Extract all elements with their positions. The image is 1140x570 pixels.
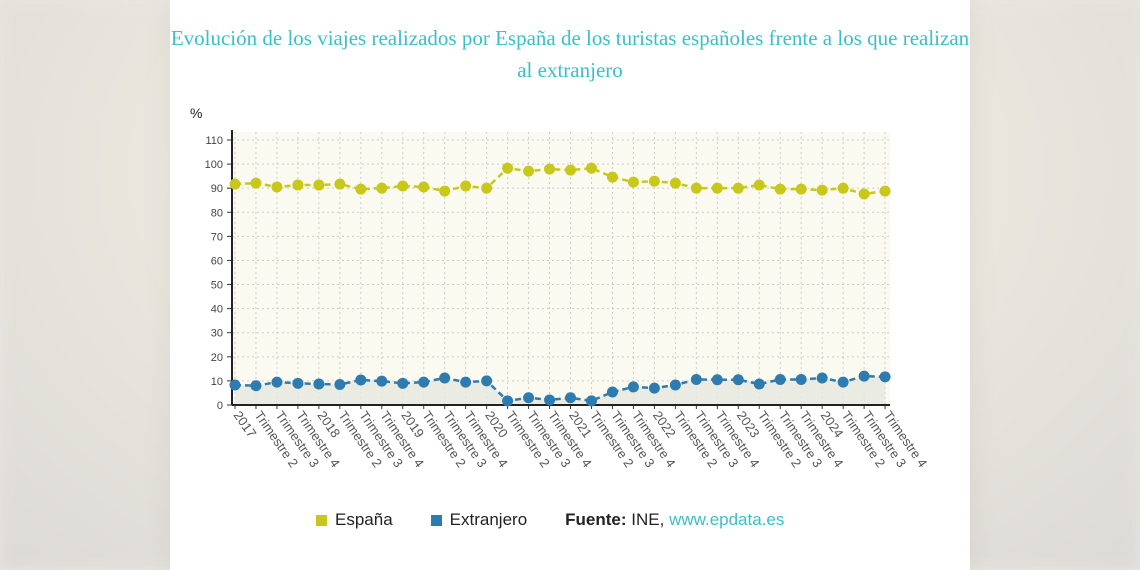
y-axis-label: % [190, 105, 202, 121]
data-point [565, 392, 577, 404]
source-label: Fuente: [565, 510, 627, 529]
data-point [439, 372, 451, 384]
data-point [690, 373, 702, 385]
data-point [355, 374, 367, 386]
data-point [816, 372, 828, 384]
data-point [858, 370, 870, 382]
y-tick-label: 40 [211, 304, 223, 316]
data-point [523, 392, 535, 404]
y-tick-label: 10 [211, 376, 223, 388]
y-tick-label: 100 [205, 159, 223, 171]
data-point [229, 379, 241, 391]
data-point [292, 377, 304, 389]
data-point [648, 175, 660, 187]
plot-area [232, 132, 891, 405]
y-tick-label: 20 [211, 352, 223, 364]
data-point [585, 395, 597, 407]
data-point [774, 373, 786, 385]
data-point [753, 378, 765, 390]
series-line-extranjero [234, 374, 886, 403]
data-point [627, 381, 639, 393]
y-tick-label: 90 [211, 183, 223, 195]
data-point [774, 183, 786, 195]
legend-label: Extranjero [449, 510, 528, 529]
data-point [355, 183, 367, 195]
y-tick-label: 50 [211, 280, 223, 292]
y-tick-label: 110 [205, 135, 223, 147]
data-point [397, 377, 409, 389]
data-point [669, 177, 681, 189]
source-link[interactable]: www.epdata.es [669, 510, 785, 529]
data-point [418, 376, 430, 388]
data-point [376, 375, 388, 387]
x-tick-label: 2017 [231, 408, 260, 440]
data-point [732, 374, 744, 386]
data-point [544, 394, 556, 406]
source-text: INE, [631, 510, 665, 529]
data-point [690, 182, 702, 194]
data-point [334, 178, 346, 190]
legend-label: España [335, 510, 393, 529]
data-point [250, 380, 262, 392]
y-tick-label: 0 [217, 400, 223, 412]
y-tick-label: 70 [211, 231, 223, 243]
data-point [313, 378, 325, 390]
data-point [648, 382, 660, 394]
legend-item-extranjero[interactable]: Extranjero [430, 510, 528, 530]
chart-title: Evolución de los viajes realizados por E… [170, 26, 970, 82]
data-point [837, 182, 849, 194]
data-point [837, 376, 849, 388]
espana-swatch-icon [316, 514, 327, 526]
data-point [816, 184, 828, 196]
data-point [460, 180, 472, 192]
extranjero-swatch-icon [430, 514, 442, 526]
data-point [565, 164, 577, 176]
data-point [334, 379, 346, 391]
source-note: Fuente: INE, www.epdata.es [565, 510, 784, 530]
data-point [669, 379, 681, 391]
data-point [627, 176, 639, 188]
data-point [292, 179, 304, 191]
data-point [606, 171, 618, 183]
series-line-españa [234, 166, 886, 196]
data-point [732, 182, 744, 194]
data-point [376, 182, 388, 194]
data-point [271, 376, 283, 388]
data-point [795, 373, 807, 385]
legend: España Extranjero Fuente: INE, www.epdat… [316, 510, 784, 530]
data-point [397, 180, 409, 192]
data-point [711, 374, 723, 386]
data-point [481, 182, 493, 194]
data-point [879, 185, 891, 197]
data-point [753, 179, 765, 191]
y-tick-label: 60 [211, 255, 223, 267]
data-point [418, 181, 430, 193]
data-point [502, 162, 514, 174]
data-point [481, 375, 493, 387]
data-point [271, 181, 283, 193]
data-point [585, 162, 597, 174]
data-point [313, 179, 325, 191]
y-tick-label: 30 [211, 328, 223, 340]
data-point [544, 163, 556, 175]
data-point [523, 165, 535, 177]
data-point [795, 183, 807, 195]
data-point [711, 182, 723, 194]
data-point [606, 386, 618, 398]
legend-item-espana[interactable]: España [316, 510, 393, 530]
y-tick-label: 80 [211, 207, 223, 219]
data-point [879, 371, 891, 383]
data-point [229, 178, 241, 190]
data-point [502, 395, 514, 407]
data-point [858, 188, 870, 200]
data-point [460, 376, 472, 388]
data-point [439, 185, 451, 197]
data-point [250, 177, 262, 189]
